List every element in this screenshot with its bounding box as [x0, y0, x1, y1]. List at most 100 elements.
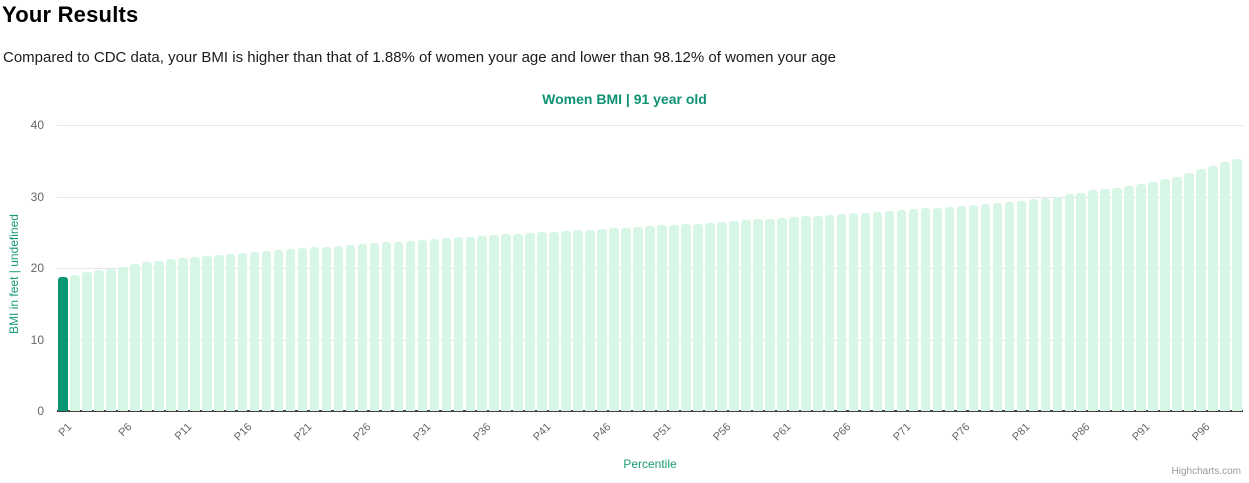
- bar-P69[interactable]: [872, 211, 883, 411]
- bar-P31[interactable]: [417, 239, 428, 411]
- bar-P25[interactable]: [345, 244, 356, 411]
- bar-P89[interactable]: [1112, 187, 1122, 411]
- bar-P30[interactable]: [405, 240, 416, 411]
- bar-P58[interactable]: [741, 220, 751, 411]
- bar-P26[interactable]: [357, 244, 368, 411]
- highcharts-credit[interactable]: Highcharts.com: [1171, 466, 1241, 477]
- bar-P87[interactable]: [1088, 190, 1099, 411]
- bar-P59[interactable]: [753, 219, 763, 411]
- bar-P24[interactable]: [333, 245, 344, 411]
- bar-P49[interactable]: [633, 226, 643, 411]
- bar-P54[interactable]: [693, 223, 703, 411]
- bar-P2[interactable]: [70, 275, 80, 411]
- bar-P68[interactable]: [860, 212, 871, 411]
- bar-P15[interactable]: [225, 253, 236, 411]
- bar-P9[interactable]: [154, 260, 164, 411]
- bar-P81[interactable]: [1016, 200, 1027, 411]
- bar-P82[interactable]: [1028, 199, 1039, 411]
- bar-P67[interactable]: [848, 213, 859, 411]
- bar-P98[interactable]: [1220, 162, 1230, 411]
- bar-P56[interactable]: [717, 221, 727, 411]
- bar-P37[interactable]: [489, 235, 500, 411]
- bar-P70[interactable]: [884, 210, 895, 411]
- bar-P86[interactable]: [1076, 192, 1087, 411]
- bar-P92[interactable]: [1148, 181, 1158, 411]
- bar-P53[interactable]: [681, 224, 691, 411]
- bar-P71[interactable]: [896, 209, 907, 411]
- bar-P42[interactable]: [549, 231, 559, 411]
- bar-P39[interactable]: [513, 233, 523, 411]
- bar-P73[interactable]: [920, 208, 931, 411]
- bar-P18[interactable]: [261, 250, 272, 411]
- bar-P22[interactable]: [309, 247, 320, 411]
- bar-P47[interactable]: [609, 228, 619, 411]
- bar-P77[interactable]: [968, 204, 979, 411]
- bar-P65[interactable]: [824, 215, 835, 411]
- bar-P34[interactable]: [453, 237, 464, 411]
- bar-P35[interactable]: [465, 236, 476, 411]
- bar-P5[interactable]: [106, 268, 116, 411]
- bar-P11[interactable]: [177, 258, 188, 411]
- bar-P10[interactable]: [166, 259, 176, 411]
- bar-P43[interactable]: [561, 231, 571, 411]
- bar-P63[interactable]: [800, 216, 811, 411]
- bar-P23[interactable]: [321, 246, 332, 411]
- bar-P96[interactable]: [1196, 169, 1206, 411]
- bar-P3[interactable]: [82, 272, 92, 411]
- bar-P66[interactable]: [836, 214, 847, 411]
- bar-P33[interactable]: [441, 238, 452, 411]
- bar-P93[interactable]: [1160, 179, 1170, 411]
- bar-P41[interactable]: [537, 232, 547, 411]
- bar-P44[interactable]: [573, 230, 583, 411]
- bar-P85[interactable]: [1064, 194, 1075, 411]
- bar-P80[interactable]: [1004, 201, 1015, 411]
- bar-P50[interactable]: [645, 226, 655, 411]
- bar-P27[interactable]: [369, 242, 380, 411]
- bar-P76[interactable]: [956, 206, 967, 411]
- bar-P13[interactable]: [201, 255, 212, 411]
- bar-P38[interactable]: [501, 234, 512, 411]
- bar-P75[interactable]: [944, 206, 955, 411]
- bar-P52[interactable]: [669, 224, 679, 411]
- bar-P48[interactable]: [621, 227, 631, 411]
- bar-P51[interactable]: [657, 225, 667, 411]
- bar-P20[interactable]: [285, 249, 296, 411]
- bar-P12[interactable]: [189, 257, 200, 411]
- bar-P29[interactable]: [393, 241, 404, 411]
- bar-P6[interactable]: [118, 266, 128, 411]
- bar-P8[interactable]: [142, 262, 152, 411]
- bar-P55[interactable]: [705, 222, 715, 411]
- bar-P99[interactable]: [1232, 159, 1242, 411]
- bar-P57[interactable]: [729, 220, 739, 411]
- bar-P95[interactable]: [1184, 172, 1194, 411]
- bar-P74[interactable]: [932, 207, 943, 411]
- bar-P97[interactable]: [1208, 165, 1218, 411]
- bar-P45[interactable]: [585, 230, 595, 411]
- bar-P60[interactable]: [765, 218, 775, 411]
- bar-P21[interactable]: [297, 247, 308, 411]
- bar-P19[interactable]: [273, 250, 284, 411]
- bar-P79[interactable]: [992, 202, 1003, 411]
- bar-P46[interactable]: [597, 229, 607, 411]
- bar-P88[interactable]: [1100, 189, 1111, 411]
- bar-P7[interactable]: [130, 264, 140, 411]
- bar-P83[interactable]: [1040, 198, 1051, 411]
- bar-P62[interactable]: [788, 216, 799, 411]
- bar-P84[interactable]: [1052, 197, 1063, 411]
- bar-P28[interactable]: [381, 242, 392, 411]
- bar-P17[interactable]: [249, 251, 260, 411]
- bar-P72[interactable]: [908, 209, 919, 411]
- bar-P94[interactable]: [1172, 177, 1182, 411]
- bar-P36[interactable]: [477, 235, 488, 411]
- bar-P91[interactable]: [1136, 183, 1146, 411]
- bar-P90[interactable]: [1124, 185, 1134, 411]
- bar-P64[interactable]: [812, 215, 823, 411]
- bar-P32[interactable]: [429, 239, 440, 411]
- bar-P16[interactable]: [237, 253, 248, 411]
- bar-P4[interactable]: [94, 270, 104, 411]
- bar-P14[interactable]: [213, 254, 224, 411]
- bar-P78[interactable]: [980, 204, 991, 411]
- bar-P40[interactable]: [525, 232, 535, 411]
- bar-P61[interactable]: [776, 217, 787, 411]
- bar-P1-highlighted[interactable]: [58, 277, 68, 411]
